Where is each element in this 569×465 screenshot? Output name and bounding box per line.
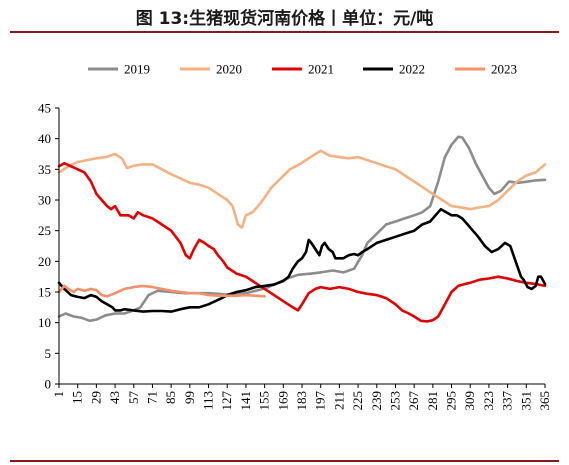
x-tick-label: 29 [88,391,103,404]
x-tick-label: 85 [163,391,178,404]
x-tick-label: 15 [70,391,85,404]
x-tick-label: 71 [144,391,159,404]
x-tick-label: 211 [331,391,346,410]
bottom-divider [10,460,559,462]
x-tick-label: 351 [518,391,533,411]
x-tick-label: 57 [126,391,141,405]
x-tick-label: 169 [275,391,290,411]
x-tick-label: 113 [201,391,216,410]
x-tick-label: 141 [238,391,253,411]
series-line-2021 [57,161,547,323]
y-tick-label: 10 [38,315,51,330]
y-tick-label: 5 [45,346,52,361]
x-tick-label: 267 [406,391,421,411]
series-line-2020 [57,149,547,229]
y-tick-label: 20 [38,254,51,269]
x-tick-label: 183 [294,391,309,411]
x-tick-label: 365 [537,391,552,411]
legend-label-2021: 2021 [308,62,334,77]
x-tick-label: 239 [369,391,384,411]
series-line-2023 [57,284,266,298]
x-tick-label: 1 [51,391,66,398]
x-tick-label: 225 [350,391,365,411]
y-tick-label: 15 [38,285,51,300]
y-tick-label: 40 [38,131,51,146]
x-tick-label: 155 [257,391,272,411]
chart-title: 图 13:生猪现货河南价格丨单位：元/吨 [135,9,434,29]
y-tick-label: 35 [38,162,51,177]
chart-legend: 2019 2020 2021 2022 2023 [88,62,517,77]
x-tick-label: 337 [500,390,515,410]
x-tick-label: 197 [313,391,328,411]
legend-label-2022: 2022 [399,62,425,77]
y-tick-label: 0 [45,377,52,392]
legend-label-2020: 2020 [216,62,242,77]
series-lines [57,135,547,323]
x-tick-label: 99 [182,391,197,404]
x-tick-label: 253 [387,391,402,411]
x-tick-label: 309 [462,391,477,411]
x-tick-label: 323 [481,391,496,411]
x-tick-label: 43 [107,391,122,404]
title-divider [10,31,559,33]
series-line-2022 [57,207,547,313]
y-tick-label: 25 [38,223,51,238]
x-tick-label: 281 [425,391,440,411]
x-tick-label: 127 [219,391,234,411]
legend-label-2023: 2023 [491,62,517,77]
y-tick-label: 30 [38,193,51,208]
legend-label-2019: 2019 [124,62,150,77]
x-tick-label: 295 [444,391,459,411]
y-tick-label: 45 [38,101,51,116]
